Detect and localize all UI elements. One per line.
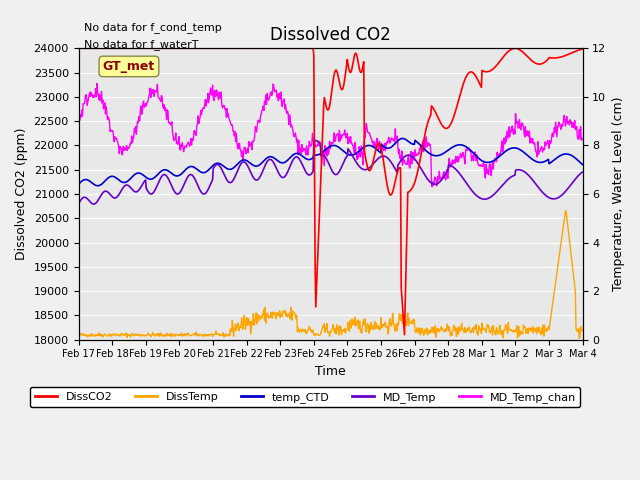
Text: GT_met: GT_met (103, 60, 155, 73)
Text: No data for f_cond_temp: No data for f_cond_temp (84, 22, 221, 33)
X-axis label: Time: Time (315, 365, 346, 378)
Y-axis label: Dissolved CO2 (ppm): Dissolved CO2 (ppm) (15, 128, 28, 260)
Y-axis label: Temperature, Water Level (cm): Temperature, Water Level (cm) (612, 97, 625, 291)
Legend: DissCO2, DissTemp, temp_CTD, MD_Temp, MD_Temp_chan: DissCO2, DissTemp, temp_CTD, MD_Temp, MD… (30, 387, 580, 407)
Text: No data for f_waterT: No data for f_waterT (84, 39, 198, 50)
Title: Dissolved CO2: Dissolved CO2 (270, 26, 391, 44)
